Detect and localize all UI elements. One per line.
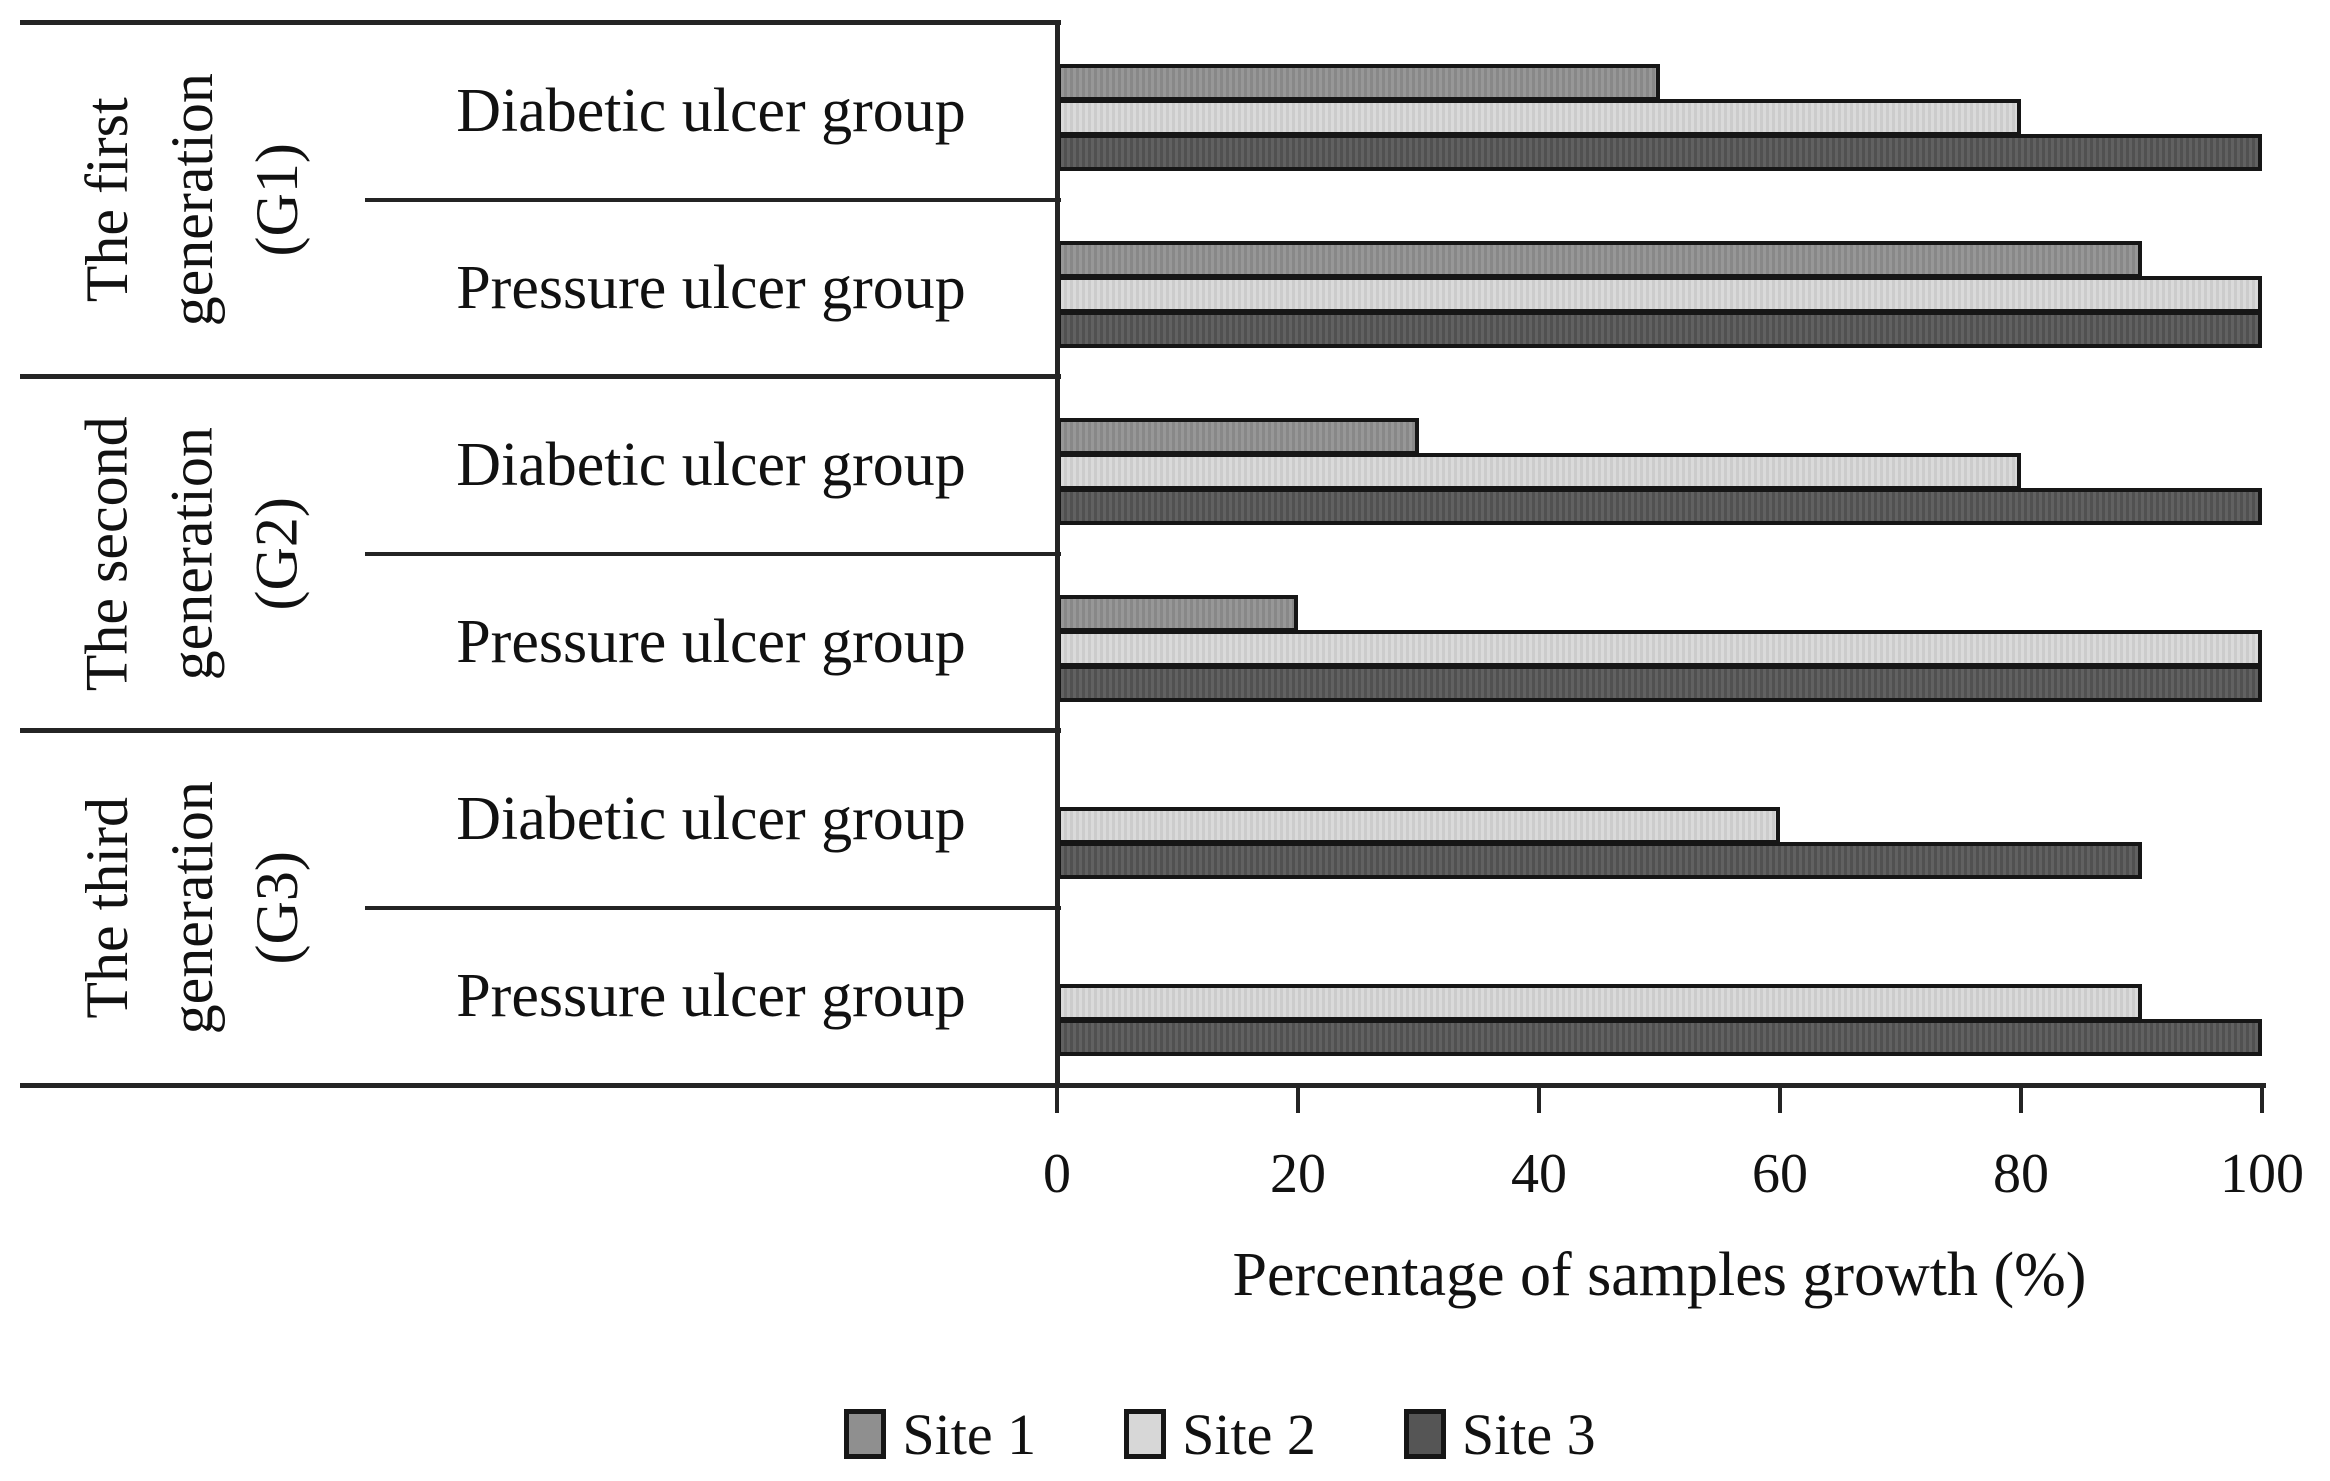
bar-site-3 xyxy=(1057,488,2262,525)
legend-label: Site 3 xyxy=(1461,1401,1596,1467)
category-label: Pressure ulcer group xyxy=(456,254,966,322)
group-row-divider xyxy=(365,552,1061,556)
bar-site-1 xyxy=(1057,241,2142,278)
generation-label-cell: The first generation (G1) xyxy=(20,23,365,377)
legend-swatch xyxy=(1124,1409,1167,1459)
generation-label-cell: The third generation (G3) xyxy=(20,731,365,1085)
bar-site-3 xyxy=(1057,665,2262,702)
bar-site-2 xyxy=(1057,276,2262,313)
bar-site-3 xyxy=(1057,134,2262,171)
x-axis-tick-label: 100 xyxy=(2220,1143,2304,1205)
bar-site-1 xyxy=(1057,64,1660,101)
bar-site-3 xyxy=(1057,1019,2262,1056)
x-axis-tick xyxy=(1778,1085,1782,1113)
category-label: Diabetic ulcer group xyxy=(456,431,966,499)
bar-site-1 xyxy=(1057,595,1298,632)
x-axis-tick-label: 80 xyxy=(1993,1143,2049,1205)
x-axis-tick xyxy=(1055,1085,1059,1113)
group-row-divider xyxy=(365,198,1061,202)
bar-site-3 xyxy=(1057,842,2142,879)
legend-swatch xyxy=(1403,1409,1446,1459)
group-row-divider xyxy=(365,906,1061,910)
x-axis-line xyxy=(20,1083,2266,1088)
x-axis-tick xyxy=(2019,1085,2023,1113)
legend: Site 1 Site 2 Site 3 xyxy=(110,1396,2330,1472)
legend-swatch xyxy=(844,1409,887,1459)
legend-item-site-1: Site 1 xyxy=(844,1401,1036,1468)
generation-label: The third generation (G3) xyxy=(73,781,311,1035)
category-label: Pressure ulcer group xyxy=(456,962,966,1030)
x-axis-tick-label: 60 xyxy=(1752,1143,1808,1205)
bar-site-2 xyxy=(1057,807,1780,844)
generation-label-cell: The second generation (G2) xyxy=(20,377,365,731)
label-area-top-border xyxy=(20,20,1061,25)
legend-label: Site 1 xyxy=(902,1401,1037,1467)
x-axis-tick-label: 20 xyxy=(1270,1143,1326,1205)
legend-item-site-2: Site 2 xyxy=(1124,1401,1316,1468)
generation-divider xyxy=(20,728,1061,733)
bar-site-2 xyxy=(1057,630,2262,667)
bar-site-2 xyxy=(1057,99,2021,136)
bar-site-1 xyxy=(1057,418,1419,455)
x-axis-tick xyxy=(1296,1085,1300,1113)
bar-site-2 xyxy=(1057,984,2142,1021)
legend-label: Site 2 xyxy=(1182,1401,1316,1467)
generation-divider xyxy=(20,374,1061,379)
category-label: Diabetic ulcer group xyxy=(456,785,966,853)
x-axis-title: Percentage of samples growth (%) xyxy=(1232,1241,2087,1309)
category-label: Diabetic ulcer group xyxy=(456,77,966,145)
generation-label: The first generation (G1) xyxy=(73,73,311,327)
generation-label: The second generation (G2) xyxy=(73,416,311,692)
legend-item-site-3: Site 3 xyxy=(1403,1401,1596,1468)
bar-site-2 xyxy=(1057,453,2021,490)
category-label: Pressure ulcer group xyxy=(456,608,966,676)
x-axis-tick xyxy=(1537,1085,1541,1113)
x-axis-tick-label: 0 xyxy=(1043,1143,1071,1205)
bar-site-3 xyxy=(1057,311,2262,348)
y-axis-line xyxy=(1055,20,1060,1087)
x-axis-tick xyxy=(2260,1085,2264,1113)
x-axis-tick-label: 40 xyxy=(1511,1143,1567,1205)
